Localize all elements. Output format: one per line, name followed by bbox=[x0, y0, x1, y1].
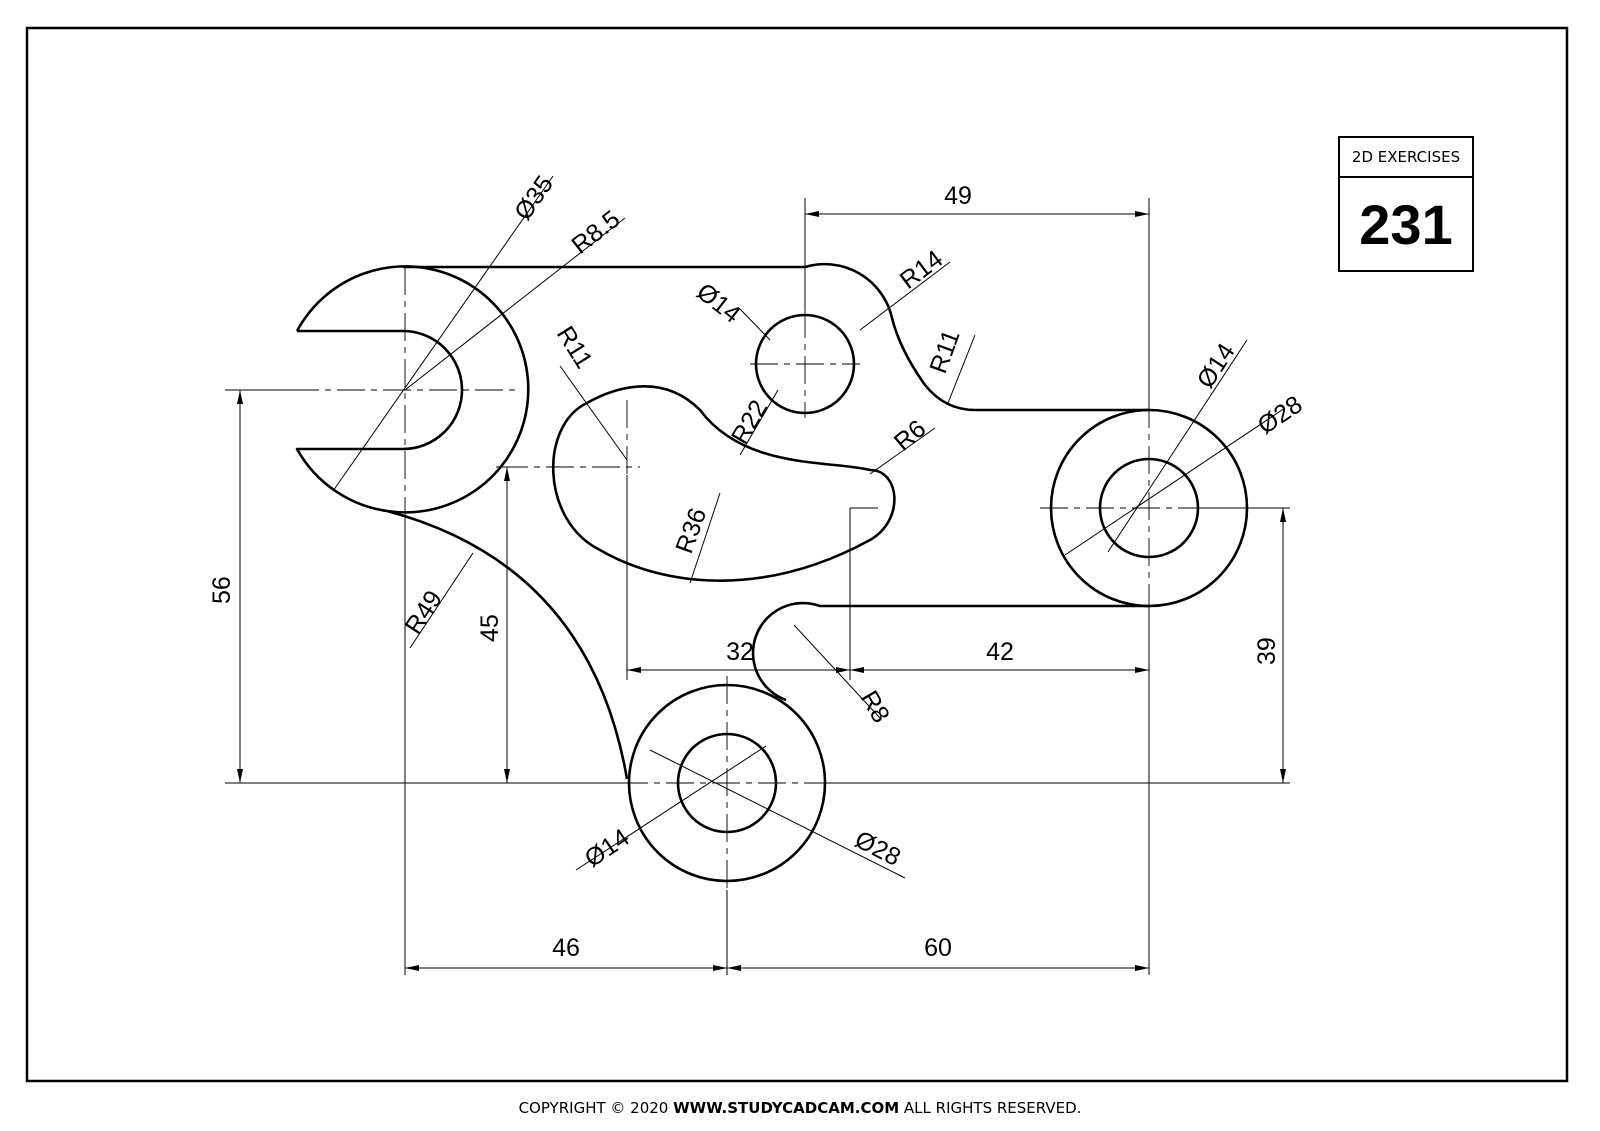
dimension-lines bbox=[225, 175, 1290, 975]
dim-45: 45 bbox=[476, 614, 504, 642]
dim-r11-top: R11 bbox=[924, 326, 965, 377]
exercise-category-label: 2D EXERCISES bbox=[1340, 138, 1472, 178]
wrench-outer-arc bbox=[295, 265, 530, 514]
copyright-footer: COPYRIGHT © 2020 WWW.STUDYCADCAM.COM ALL… bbox=[0, 1099, 1600, 1117]
center-lines bbox=[291, 267, 1260, 890]
dim-42: 42 bbox=[986, 638, 1014, 666]
dim-r6: R6 bbox=[889, 415, 931, 457]
copyright-text: COPYRIGHT © 2020 bbox=[518, 1099, 674, 1117]
exercise-number: 231 bbox=[1359, 193, 1453, 256]
dimension-labels: Ø35 R8.5 49 R14 Ø14 R11 R11 R22 R6 Ø14 Ø… bbox=[208, 171, 1308, 962]
dim-d14-bottom: Ø14 bbox=[580, 823, 635, 873]
mid-edge bbox=[751, 601, 1149, 702]
dim-d14-top: Ø14 bbox=[691, 278, 746, 329]
dim-32: 32 bbox=[726, 638, 754, 666]
part-outline bbox=[295, 262, 1149, 780]
kidney-slot bbox=[551, 385, 896, 582]
r49-arc bbox=[386, 509, 629, 780]
dim-r49: R49 bbox=[400, 586, 448, 640]
dim-r8: R8 bbox=[855, 686, 895, 728]
dim-49: 49 bbox=[944, 182, 972, 210]
dim-56: 56 bbox=[208, 576, 236, 604]
dim-r22: R22 bbox=[726, 395, 773, 449]
title-block: 2D EXERCISES 231 bbox=[1338, 136, 1474, 272]
dim-r11-left: R11 bbox=[551, 321, 598, 373]
sheet-border bbox=[25, 26, 1569, 1083]
dim-39: 39 bbox=[1253, 637, 1281, 665]
dim-60: 60 bbox=[924, 934, 952, 962]
wrench-jaw bbox=[295, 329, 464, 513]
dim-r8-5: R8.5 bbox=[566, 205, 625, 260]
dim-46: 46 bbox=[552, 934, 580, 962]
dim-d28-right: Ø28 bbox=[1253, 390, 1308, 440]
dim-d14-right: Ø14 bbox=[1192, 338, 1241, 393]
part-circles bbox=[627, 313, 1249, 883]
website-link[interactable]: WWW.STUDYCADCAM.COM bbox=[673, 1099, 900, 1117]
top-edge bbox=[403, 262, 1149, 412]
arrowheads bbox=[237, 211, 1286, 971]
rights-text: ALL RIGHTS RESERVED. bbox=[899, 1099, 1082, 1117]
dim-r36: R36 bbox=[670, 504, 712, 557]
dim-r14: R14 bbox=[895, 245, 949, 295]
